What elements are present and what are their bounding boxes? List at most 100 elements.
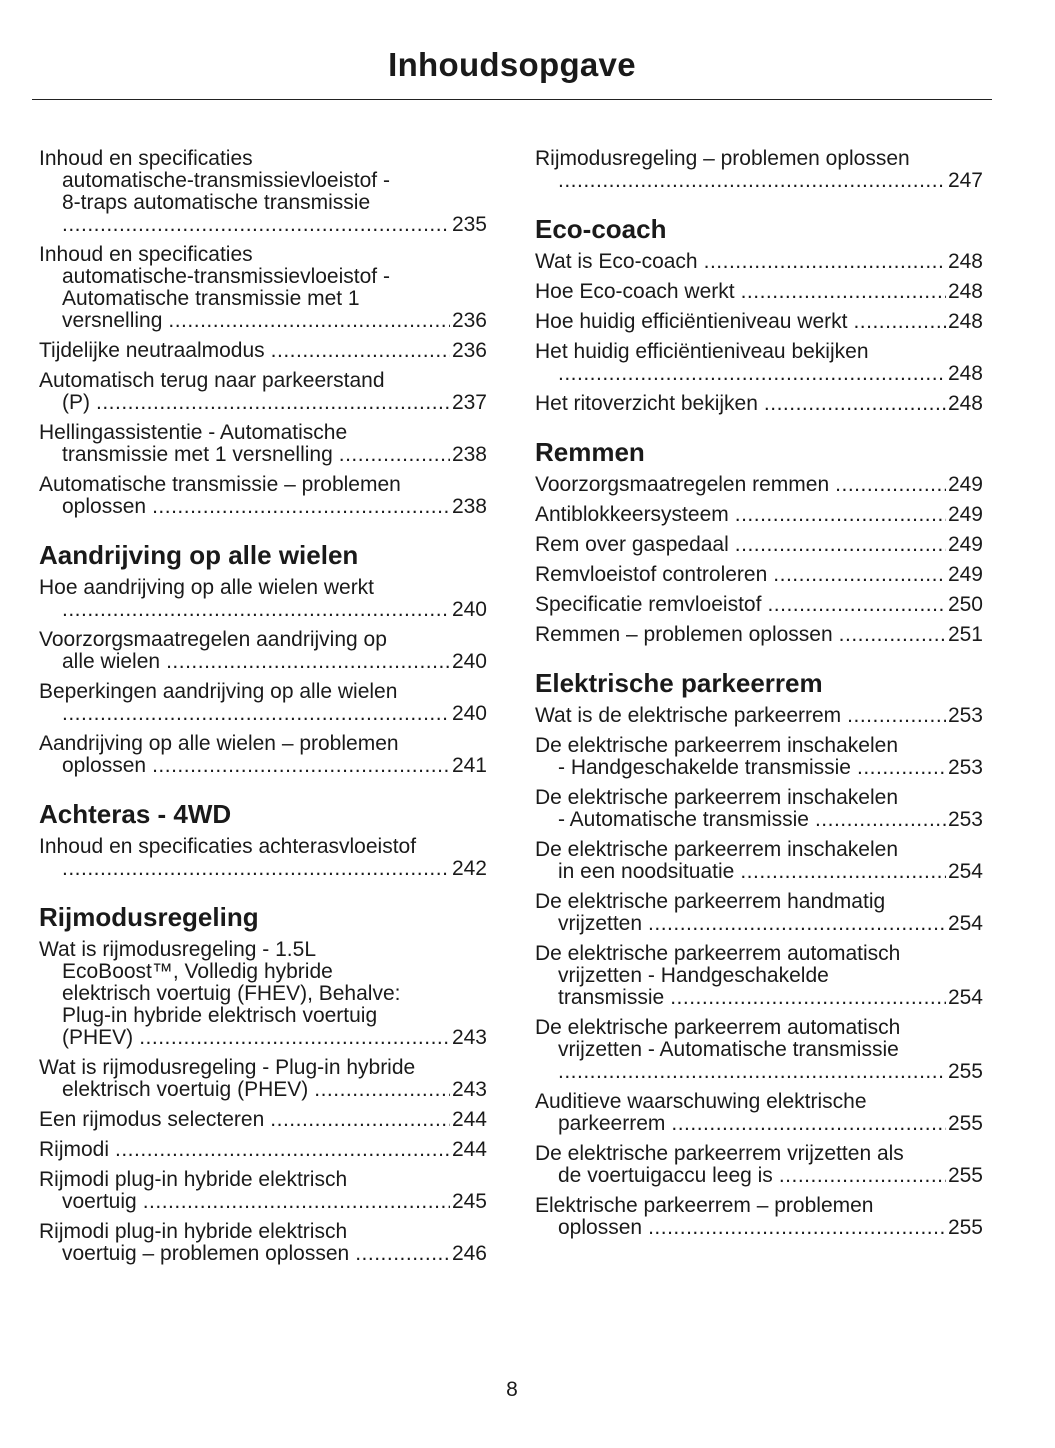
toc-entry[interactable]: Het ritoverzicht bekijken 248	[535, 393, 983, 415]
toc-page-number[interactable]: 240	[451, 650, 487, 673]
toc-page-number[interactable]: 255	[947, 1060, 983, 1083]
toc-page-number[interactable]: 240	[451, 598, 487, 621]
toc-entry[interactable]: Remmen – problemen oplossen 251	[535, 624, 983, 646]
toc-entry[interactable]: De elektrische parkeerrem inschakelen in …	[535, 839, 983, 883]
toc-entry[interactable]: Automatisch terug naar parkeerstand(P) 23…	[39, 370, 487, 414]
toc-entry[interactable]: Rem over gaspedaal 249	[535, 534, 983, 556]
toc-entry[interactable]: Wat is rijmodusregeling - Plug-in hybrid…	[39, 1057, 487, 1101]
toc-page-number[interactable]: 248	[947, 392, 983, 415]
toc-entry[interactable]: Hoe aandrijving op alle wielen werkt 240	[39, 577, 487, 621]
toc-page-number[interactable]: 248	[947, 250, 983, 273]
toc-page-number[interactable]: 240	[451, 702, 487, 725]
toc-page-number[interactable]: 247	[947, 169, 983, 192]
toc-entry[interactable]: Hellingassistentie - Automatische transmi…	[39, 422, 487, 466]
toc-entry[interactable]: Wat is rijmodusregeling - 1.5L EcoBoost™,…	[39, 939, 487, 1049]
toc-entry-last-line: oplossen 241	[39, 755, 487, 777]
toc-page-number[interactable]: 255	[947, 1164, 983, 1187]
toc-entry[interactable]: De elektrische parkeerrem vrijzetten als…	[535, 1143, 983, 1187]
toc-page-number[interactable]: 249	[947, 563, 983, 586]
toc-entry-text: alle wielen	[62, 650, 161, 673]
dot-leader	[839, 624, 946, 646]
toc-entry[interactable]: Aandrijving op alle wielen – problemen op…	[39, 733, 487, 777]
dot-leader	[740, 861, 946, 883]
toc-page-number[interactable]: 244	[451, 1108, 487, 1131]
toc-entry[interactable]: Rijmodi plug-in hybride elektrisch voertu…	[39, 1221, 487, 1265]
toc-entry[interactable]: Hoe Eco-coach werkt 248	[535, 281, 983, 303]
toc-entry-text: (P)	[62, 391, 90, 414]
dot-leader	[648, 1217, 946, 1239]
toc-entry[interactable]: Auditieve waarschuwing elektrische parkee…	[535, 1091, 983, 1135]
toc-page-number[interactable]: 255	[947, 1216, 983, 1239]
toc-entry-last-line: 240	[39, 599, 487, 621]
toc-page-number[interactable]: 254	[947, 860, 983, 883]
toc-page-number[interactable]: 253	[947, 704, 983, 727]
toc-page-number[interactable]: 249	[947, 533, 983, 556]
toc-entry[interactable]: De elektrische parkeerrem inschakelen - H…	[535, 735, 983, 779]
toc-page-number[interactable]: 244	[451, 1138, 487, 1161]
toc-entry[interactable]: Inhoud en specificaties achterasvloeisto…	[39, 836, 487, 880]
toc-entry-line: Automatische transmissie met 1	[62, 287, 360, 310]
toc-entry[interactable]: Wat is de elektrische parkeerrem 253	[535, 705, 983, 727]
toc-page-number[interactable]: 238	[451, 495, 487, 518]
toc-page-number[interactable]: 243	[451, 1078, 487, 1101]
toc-page-number[interactable]: 250	[947, 593, 983, 616]
toc-entry[interactable]: Wat is Eco-coach 248	[535, 251, 983, 273]
toc-entry[interactable]: Voorzorgsmaatregelen remmen 249	[535, 474, 983, 496]
section-heading: Eco-coach	[535, 214, 667, 244]
toc-entry-last-line: de voertuigaccu leeg is 255	[535, 1165, 983, 1187]
toc-page-number[interactable]: 254	[947, 912, 983, 935]
dot-leader	[767, 594, 946, 616]
toc-entry[interactable]: Inhoud en specificaties automatische-tran…	[39, 148, 487, 236]
toc-entry[interactable]: Hoe huidig efficiëntieniveau werkt 248	[535, 311, 983, 333]
toc-page-number[interactable]: 253	[947, 756, 983, 779]
toc-entry-line: automatische-transmissievloeistof -	[62, 169, 390, 192]
toc-entry-last-line: voertuig – problemen oplossen 246	[39, 1243, 487, 1265]
toc-entry[interactable]: Tijdelijke neutraalmodus 236	[39, 340, 487, 362]
toc-page-number[interactable]: 238	[451, 443, 487, 466]
toc-page-number[interactable]: 245	[451, 1190, 487, 1213]
toc-page-number[interactable]: 249	[947, 473, 983, 496]
toc-entry[interactable]: Elektrische parkeerrem – problemen oploss…	[535, 1195, 983, 1239]
toc-page-number[interactable]: 248	[947, 362, 983, 385]
toc-page-number[interactable]: 235	[451, 213, 487, 236]
toc-entry-text: elektrisch voertuig (PHEV)	[62, 1078, 309, 1101]
toc-entry[interactable]: De elektrische parkeerrem handmatig vrijz…	[535, 891, 983, 935]
toc-entry[interactable]: Antiblokkeersysteem 249	[535, 504, 983, 526]
toc-page-number[interactable]: 248	[947, 280, 983, 303]
toc-entry[interactable]: Specificatie remvloeistof 250	[535, 594, 983, 616]
toc-entry[interactable]: De elektrische parkeerrem automatisch vri…	[535, 943, 983, 1009]
toc-page-number[interactable]: 242	[451, 857, 487, 880]
toc-entry[interactable]: Rijmodi 244	[39, 1139, 487, 1161]
toc-entry[interactable]: Rijmodi plug-in hybride elektrisch voertu…	[39, 1169, 487, 1213]
toc-page-number[interactable]: 236	[451, 339, 487, 362]
dot-leader	[270, 1109, 450, 1131]
toc-entry[interactable]: Inhoud en specificaties automatische-tran…	[39, 244, 487, 332]
toc-entry[interactable]: Een rijmodus selecteren 244	[39, 1109, 487, 1131]
toc-entry-line: Automatisch terug naar parkeerstand	[39, 369, 385, 392]
toc-page-number[interactable]: 241	[451, 754, 487, 777]
toc-page-number[interactable]: 251	[947, 623, 983, 646]
toc-entry-last-line: 255	[535, 1061, 983, 1083]
toc-entry-last-line: voertuig 245	[39, 1191, 487, 1213]
toc-entry[interactable]: Voorzorgsmaatregelen aandrijving op alle …	[39, 629, 487, 673]
toc-entry[interactable]: De elektrische parkeerrem inschakelen - A…	[535, 787, 983, 831]
toc-page-number[interactable]: 253	[947, 808, 983, 831]
toc-entry-line: EcoBoost™, Volledig hybride	[62, 960, 333, 983]
toc-entry[interactable]: Automatische transmissie – problemen oplo…	[39, 474, 487, 518]
toc-page-number[interactable]: 248	[947, 310, 983, 333]
toc-page-number[interactable]: 243	[451, 1026, 487, 1049]
toc-entry-last-line: - Automatische transmissie 253	[535, 809, 983, 831]
toc-entry-last-line: Remvloeistof controleren 249	[535, 564, 983, 586]
toc-page-number[interactable]: 237	[451, 391, 487, 414]
toc-page-number[interactable]: 236	[451, 309, 487, 332]
toc-entry[interactable]: Beperkingen aandrijving op alle wielen 24…	[39, 681, 487, 725]
toc-page-number[interactable]: 246	[451, 1242, 487, 1265]
toc-page-number[interactable]: 254	[947, 986, 983, 1009]
toc-entry[interactable]: Het huidig efficiëntieniveau bekijken 248	[535, 341, 983, 385]
toc-page-number[interactable]: 255	[947, 1112, 983, 1135]
toc-entry[interactable]: Remvloeistof controleren 249	[535, 564, 983, 586]
toc-page-number[interactable]: 249	[947, 503, 983, 526]
toc-entry-text: transmissie	[558, 986, 665, 1009]
toc-entry[interactable]: Rijmodusregeling – problemen oplossen 247	[535, 148, 983, 192]
toc-entry[interactable]: De elektrische parkeerrem automatisch vri…	[535, 1017, 983, 1083]
